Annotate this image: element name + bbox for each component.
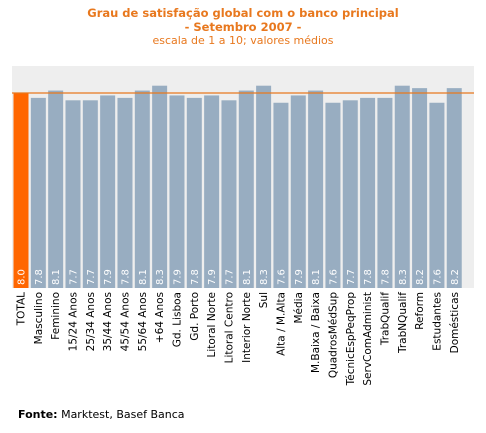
bar: [412, 88, 428, 288]
source-label: Fonte:: [18, 408, 58, 421]
bar: [273, 102, 289, 288]
source-note: Fonte: Marktest, Basef Banca: [18, 408, 185, 421]
category-label: QuadrosMédSup: [327, 292, 339, 379]
bar-value-label: 7.9: [172, 269, 183, 285]
bar: [377, 97, 393, 289]
chart-date: - Setembro 2007 -: [184, 20, 302, 34]
bar: [134, 90, 150, 288]
category-label: Média: [293, 292, 305, 324]
bar-value-label: 7.7: [346, 269, 357, 285]
bar: [152, 85, 168, 288]
category-label: Reform: [414, 292, 426, 330]
category-label: 15/24 Anos: [67, 292, 79, 351]
category-label: Alta / M.Alta: [275, 292, 287, 356]
bar-value-label: 7.7: [86, 269, 97, 285]
category-label: +64 Anos: [154, 292, 166, 343]
bar: [256, 85, 272, 288]
category-label: Feminino: [50, 292, 62, 340]
bar: [13, 93, 29, 288]
category-label: TOTAL: [16, 292, 28, 326]
category-label: Estudantes: [431, 292, 443, 351]
bar-value-label: 8.1: [242, 269, 253, 285]
bar: [394, 85, 410, 288]
bar-value-label: 7.9: [207, 269, 218, 285]
bar: [308, 90, 324, 288]
bar: [186, 97, 202, 289]
category-label: Litoral Centro: [223, 292, 235, 363]
bar: [360, 97, 376, 289]
bar: [100, 95, 116, 288]
bar-value-label: 7.8: [363, 269, 374, 285]
category-label: 25/34 Anos: [85, 292, 97, 351]
bar: [221, 100, 237, 288]
bar-value-label: 7.8: [190, 269, 201, 285]
category-label: Domésticas: [449, 292, 461, 353]
category-label: ServComAdminist: [362, 292, 374, 386]
category-label: M.Baixa / Baixa: [310, 292, 322, 373]
source-text: Marktest, Basef Banca: [61, 408, 185, 421]
bar: [48, 90, 64, 288]
category-label: Sul: [258, 292, 270, 308]
bar: [290, 95, 306, 288]
category-label: 35/44 Anos: [102, 292, 114, 351]
bar-value-label: 8.1: [51, 269, 62, 285]
category-label: TécnicEspPeqProp: [345, 292, 357, 387]
bar: [238, 90, 254, 288]
bar-value-label: 7.8: [34, 269, 45, 285]
bar: [446, 88, 462, 288]
bar: [204, 95, 220, 288]
bar-value-label: 7.7: [224, 269, 235, 285]
bar-value-label: 8.2: [415, 269, 426, 285]
category-label: Litoral Norte: [206, 292, 218, 358]
category-label: Masculino: [33, 292, 45, 344]
bar: [342, 100, 358, 288]
category-label: TrabQualif: [379, 292, 391, 346]
bar: [117, 97, 133, 289]
bar-value-label: 8.1: [138, 269, 149, 285]
bar: [429, 102, 445, 288]
bar: [325, 102, 341, 288]
category-label: Interior Norte: [241, 292, 253, 363]
bar-value-label: 7.9: [103, 269, 114, 285]
bar-value-label: 7.7: [68, 269, 79, 285]
bar-value-label: 8.3: [259, 269, 270, 285]
bar-value-label: 8.3: [155, 269, 166, 285]
bar-value-label: 7.8: [380, 269, 391, 285]
chart-title: Grau de satisfação global com o banco pr…: [87, 6, 399, 20]
bar: [30, 97, 46, 289]
bar-value-label: 8.1: [311, 269, 322, 285]
category-label: 45/54 Anos: [119, 292, 131, 351]
bar: [169, 95, 185, 288]
bar: [82, 100, 98, 288]
bar: [65, 100, 81, 288]
bar-value-label: 7.6: [328, 269, 339, 285]
category-label: TrabNQualif: [397, 292, 409, 354]
bar-value-label: 8.3: [398, 269, 409, 285]
bar-value-label: 7.8: [120, 269, 131, 285]
category-label: 55/64 Anos: [137, 292, 149, 351]
category-label: Gd. Lisboa: [171, 292, 183, 347]
bar-value-label: 7.9: [294, 269, 305, 285]
bar-value-label: 8.2: [450, 269, 461, 285]
category-label: Gd. Porto: [189, 292, 201, 341]
chart-subtitle: escala de 1 a 10; valores médios: [152, 34, 334, 47]
bar-value-label: 7.6: [276, 269, 287, 285]
bar-value-label: 8.0: [17, 269, 28, 285]
bar-value-label: 7.6: [432, 269, 443, 285]
